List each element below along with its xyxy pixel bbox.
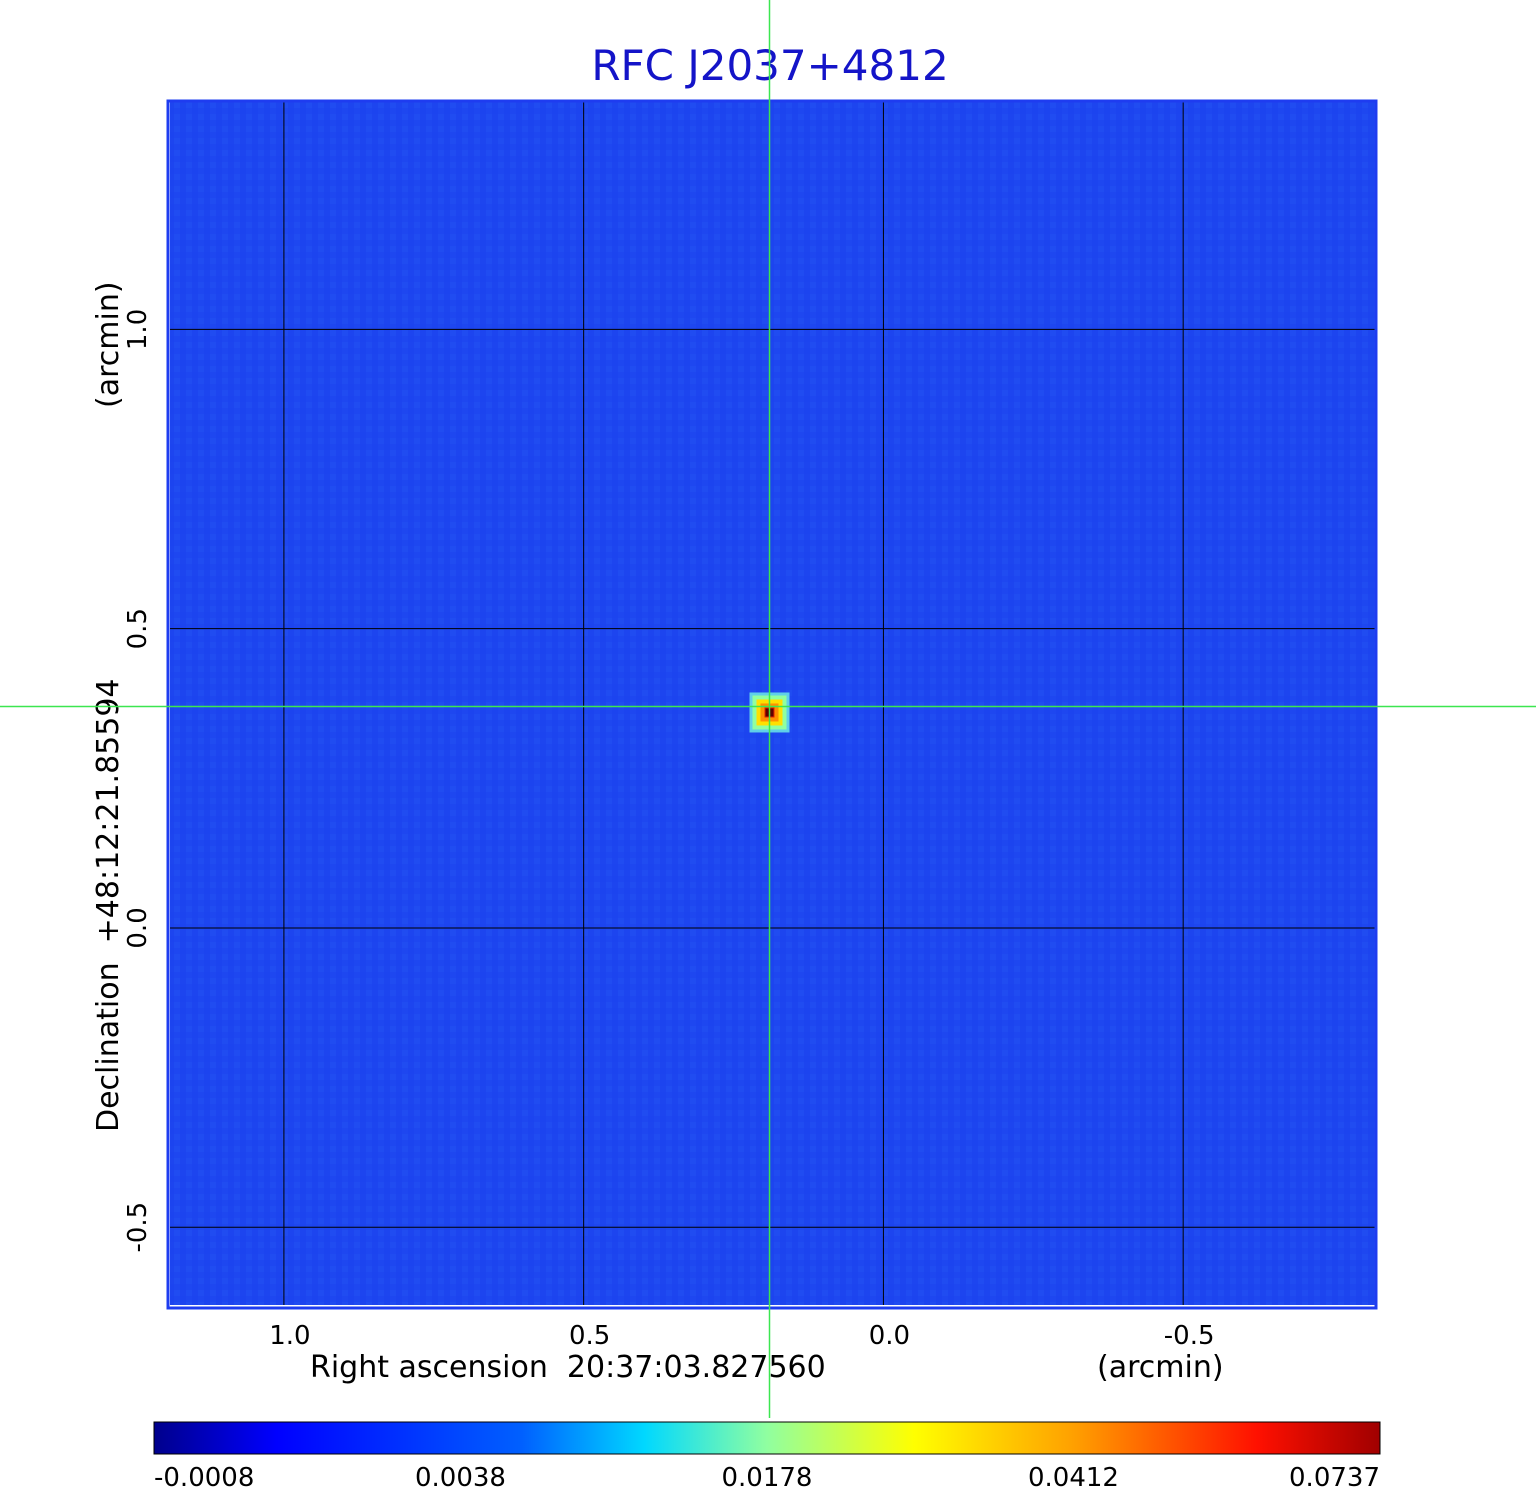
x-tick-label-0: 1.0 bbox=[269, 1321, 310, 1351]
map-panel bbox=[166, 99, 1378, 1310]
colorbar-tick-label-2: 0.0178 bbox=[722, 1463, 813, 1493]
y-tick-label-1: 0.5 bbox=[123, 608, 153, 649]
y-tick-labels: 1.0 0.5 0.0 -0.5 bbox=[123, 309, 153, 1253]
x-axis-unit: (arcmin) bbox=[1097, 1350, 1224, 1385]
colorbar-tick-label-4: 0.0737 bbox=[1289, 1463, 1380, 1493]
colorbar-tick-label-0: -0.0008 bbox=[154, 1463, 254, 1493]
colorbar-tick-labels: -0.0008 0.0038 0.0178 0.0412 0.0737 bbox=[154, 1463, 1380, 1493]
y-tick-label-2: 0.0 bbox=[123, 907, 153, 948]
map-frame bbox=[166, 99, 1378, 1310]
x-tick-labels: 1.0 0.5 0.0 -0.5 bbox=[269, 1321, 1214, 1351]
coordinate-grid bbox=[170, 102, 1375, 1305]
colorbar: -0.0008 0.0038 0.0178 0.0412 0.0737 bbox=[153, 1421, 1381, 1493]
y-axis-label: Declination +48:12:21.85594 bbox=[91, 678, 126, 1132]
y-axis-unit: (arcmin) bbox=[91, 281, 126, 408]
x-tick-label-2: 0.0 bbox=[869, 1321, 910, 1351]
colorbar-tick-label-1: 0.0038 bbox=[415, 1463, 506, 1493]
y-tick-label-0: 1.0 bbox=[123, 309, 153, 350]
x-axis-label: Right ascension 20:37:03.827560 bbox=[310, 1350, 826, 1385]
colorbar-tick-label-3: 0.0412 bbox=[1028, 1463, 1119, 1493]
crosshair bbox=[0, 0, 1536, 1418]
x-tick-label-1: 0.5 bbox=[569, 1321, 610, 1351]
y-tick-label-3: -0.5 bbox=[123, 1202, 153, 1253]
x-tick-label-3: -0.5 bbox=[1164, 1321, 1215, 1351]
colorbar-gradient bbox=[153, 1421, 1381, 1455]
